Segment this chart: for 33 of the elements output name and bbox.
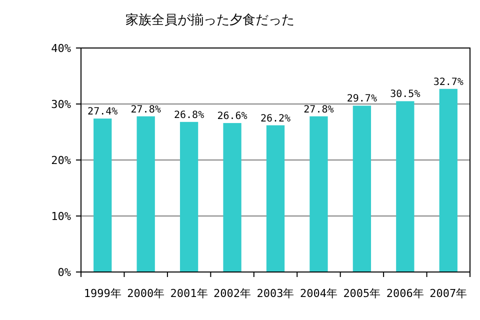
x-tick-label: 2000年 [127,287,165,300]
x-tick-label: 2006年 [386,287,424,300]
x-tick-label: 2001年 [170,287,208,300]
bar [180,122,198,272]
x-tick-label: 2007年 [430,287,468,300]
data-label: 32.7% [433,76,464,88]
data-label: 30.5% [390,89,420,100]
y-tick-label: 10% [51,210,72,223]
bar [396,101,414,272]
data-label: 27.8% [130,104,161,116]
bar [223,123,242,272]
data-label: 27.4% [88,106,118,118]
bar [136,116,155,272]
data-label: 26.2% [260,113,291,124]
y-tick-label: 0% [58,266,72,279]
x-tick-label: 2002年 [214,287,252,300]
x-tick-label: 2004年 [300,287,338,300]
x-tick-label: 2005年 [343,287,381,300]
bar [352,106,372,272]
y-tick-label: 40% [51,42,72,55]
x-tick-label: 2003年 [256,287,294,300]
data-label: 26.8% [174,110,204,121]
data-label: 27.8% [304,104,334,116]
y-tick-label: 30% [51,98,72,111]
x-tick-label: 1999年 [84,287,122,300]
bar [266,125,285,272]
chart-title: 家族全員が揃った夕食だった [126,12,294,28]
bar [310,116,328,272]
bar [439,88,458,272]
bar [94,118,112,272]
y-tick-label: 20% [51,154,72,167]
data-label: 26.6% [217,111,248,122]
data-label: 29.7% [346,94,377,105]
